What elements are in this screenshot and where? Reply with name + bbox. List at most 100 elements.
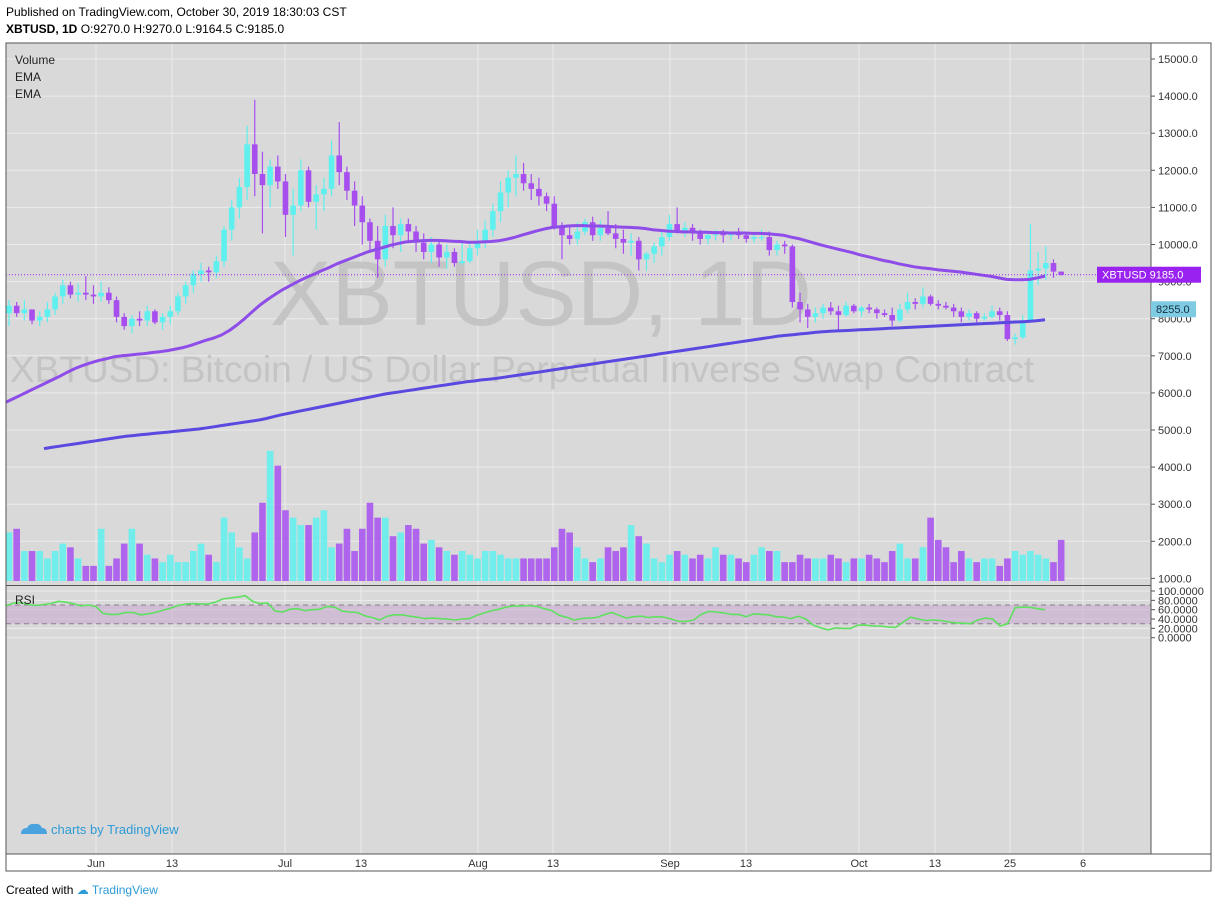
volume-bar	[59, 543, 67, 581]
candle-body	[175, 296, 181, 312]
candle-body	[935, 303, 942, 306]
volume-bar	[1042, 558, 1050, 581]
volume-bar	[374, 517, 381, 581]
ema-value-tag	[1151, 301, 1196, 318]
ema-fast-line	[5, 224, 1046, 404]
volume-bar	[766, 551, 773, 581]
candle-body	[912, 302, 919, 304]
watermark-description: XBTUSD: Bitcoin / US Dollar Perpetual In…	[10, 349, 1035, 390]
candle-body	[659, 237, 665, 247]
volume-bar	[166, 554, 174, 581]
volume-bar	[804, 558, 812, 581]
volume-bar	[597, 558, 604, 581]
footer: Created with ☁ TradingView	[6, 883, 158, 897]
volume-bar	[681, 554, 689, 581]
candle-body	[44, 309, 51, 317]
volume-bar	[627, 525, 635, 581]
candle-body	[98, 292, 104, 297]
candle-body	[52, 296, 58, 310]
volume-bar	[881, 562, 888, 581]
cloud-icon	[21, 823, 47, 834]
tradingview-link[interactable]: TradingView	[91, 883, 158, 897]
volume-bar	[658, 562, 666, 581]
candle-body	[152, 311, 158, 323]
volume-bar	[382, 517, 389, 581]
volume-bar	[458, 551, 466, 581]
candle-body	[597, 227, 604, 236]
candle-body	[643, 253, 650, 260]
candle-body	[221, 229, 227, 262]
volume-bar	[428, 539, 435, 581]
candle-body	[90, 294, 97, 297]
candle-body	[359, 205, 366, 223]
candle-body	[551, 203, 558, 226]
y-tick-label: 5000.0	[1158, 425, 1192, 437]
candle-body	[451, 251, 458, 264]
candle-body	[113, 300, 120, 317]
volume-bar	[151, 558, 159, 581]
candle-body	[298, 170, 304, 206]
candle-body	[559, 225, 565, 236]
volume-bar	[558, 528, 566, 581]
charts-by-brand[interactable]: charts by TradingView	[21, 822, 179, 837]
candle-body	[382, 225, 389, 260]
current-price-label: XBTUSD 9185.0	[1102, 270, 1183, 282]
rsi-pane-bg	[6, 586, 1151, 854]
volume-bar	[236, 547, 243, 581]
x-tick-label: 13	[547, 858, 559, 870]
volume-bar	[21, 551, 28, 581]
volume-bar	[397, 532, 404, 581]
rsi-band	[6, 604, 1151, 625]
volume-bar	[143, 554, 151, 581]
legend-volume: Volume	[15, 53, 55, 67]
volume-bar	[535, 558, 543, 581]
volume-bar	[159, 562, 166, 581]
volume-bar	[289, 517, 297, 581]
candle-body	[136, 318, 143, 321]
candle-body	[497, 192, 504, 212]
candle-body	[1058, 271, 1064, 275]
published-line: Published on TradingView.com, October 30…	[6, 5, 347, 19]
volume-bar	[988, 558, 996, 581]
candle-body	[804, 309, 811, 317]
x-tick-label: Jun	[87, 858, 105, 870]
candle-body	[881, 313, 888, 315]
candle-body	[851, 305, 857, 312]
y-tick-label: 15000.0	[1158, 54, 1198, 66]
candle-body	[612, 233, 619, 239]
volume-bar	[635, 536, 643, 581]
candle-body	[858, 307, 865, 312]
volume-bar	[358, 528, 366, 581]
volume-bar	[44, 558, 51, 581]
ohlc-values: O:9270.0 H:9270.0 L:9164.5 C:9185.0	[80, 22, 285, 36]
volume-bar	[220, 517, 228, 581]
candle-body	[390, 225, 396, 236]
y-tick-label: 6000.0	[1158, 388, 1192, 400]
candle-body	[182, 285, 189, 297]
volume-bar	[13, 528, 20, 581]
candle-body	[275, 166, 281, 182]
candle-body	[121, 316, 127, 327]
legend-rsi: RSI	[15, 593, 35, 607]
x-tick-label: 13	[929, 858, 941, 870]
rsi-tick-label: 40.0000	[1158, 614, 1198, 626]
volume-bar	[673, 551, 681, 581]
x-tick-label: Jul	[278, 858, 292, 870]
volume-bar	[190, 551, 197, 581]
volume-bar	[351, 551, 358, 581]
candle-body	[781, 244, 788, 247]
volume-bar	[819, 558, 827, 581]
candle-body	[758, 237, 765, 239]
candle-body	[190, 274, 197, 286]
candle-body	[966, 313, 972, 317]
volume-bar	[719, 554, 727, 581]
volume-bar	[812, 558, 819, 581]
candle-body	[259, 174, 266, 186]
candle-body	[305, 170, 312, 202]
volume-bar	[228, 532, 236, 581]
volume-bar	[758, 547, 765, 581]
candle-body	[397, 224, 404, 236]
volume-bar	[312, 517, 320, 581]
volume-bar	[574, 547, 581, 581]
